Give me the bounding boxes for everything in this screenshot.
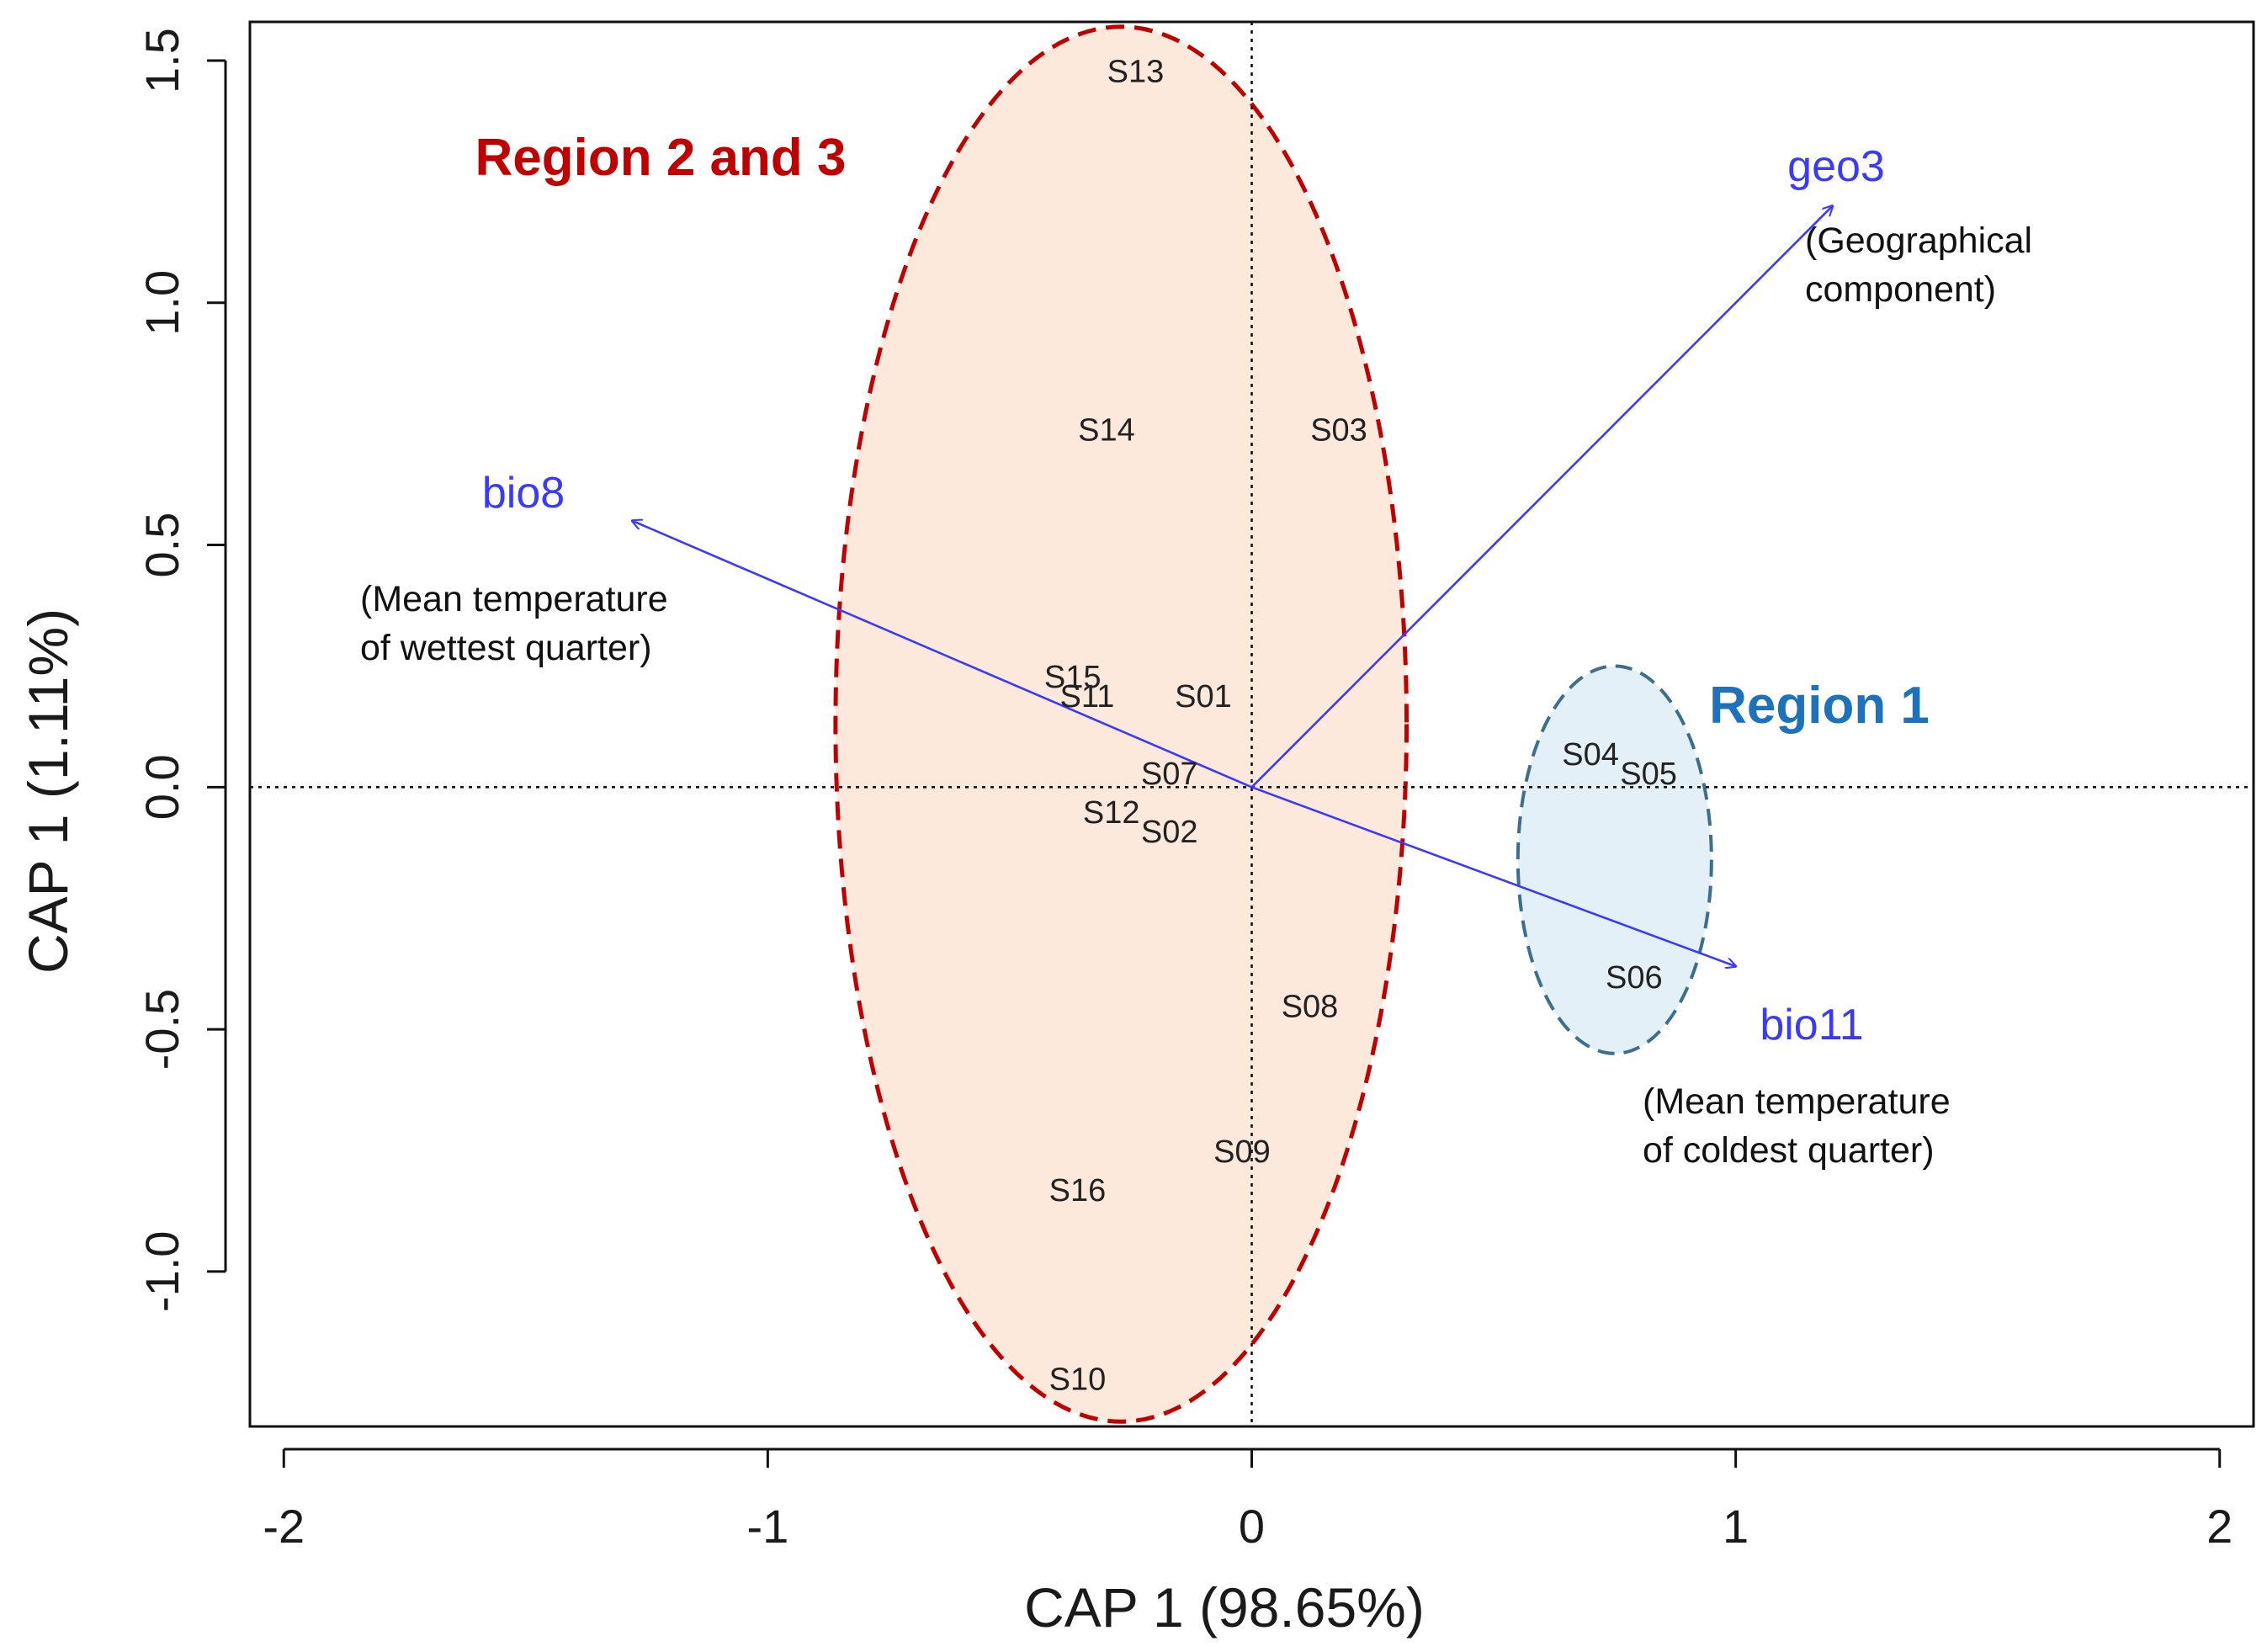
y-axis-title: CAP 1 (1.11%) xyxy=(17,608,79,974)
site-label: S04 xyxy=(1562,737,1619,773)
site-label: S06 xyxy=(1606,960,1663,996)
vector-description: (Mean temperature xyxy=(360,579,668,619)
site-label: S01 xyxy=(1175,679,1232,714)
x-tick-label: -2 xyxy=(263,1500,305,1553)
vector-arrow xyxy=(1250,206,1833,789)
site-label: S07 xyxy=(1141,757,1198,792)
site-label: S11 xyxy=(1060,679,1115,714)
site-label: S02 xyxy=(1141,815,1198,850)
site-label: S15 xyxy=(1044,660,1102,695)
vector-label: bio8 xyxy=(482,469,565,518)
region-ellipse xyxy=(1516,664,1713,1055)
site-label: S14 xyxy=(1078,412,1135,448)
site-label: S13 xyxy=(1107,55,1165,90)
y-tick-label: 0.0 xyxy=(135,754,188,820)
site-label: S12 xyxy=(1083,795,1140,831)
site-label: S10 xyxy=(1049,1362,1107,1397)
region-label: Region 1 xyxy=(1709,677,1930,735)
region-ellipse xyxy=(833,24,1410,1424)
x-tick-label: -1 xyxy=(746,1500,788,1553)
y-tick-label: 0.5 xyxy=(135,513,188,578)
site-label: S03 xyxy=(1310,412,1367,448)
vector-arrow xyxy=(632,521,1253,789)
vector-label: bio11 xyxy=(1760,1001,1863,1049)
region-ellipses: Region 2 and 3 Region 1 xyxy=(475,24,1930,1424)
y-tick-label: 1.0 xyxy=(135,270,188,336)
x-axis-title: CAP 1 (98.65%) xyxy=(1024,1576,1425,1639)
vector-label: geo3 xyxy=(1787,142,1885,191)
x-tick-label: 2 xyxy=(2206,1500,2232,1553)
site-label: S05 xyxy=(1620,757,1677,792)
vector-arrow xyxy=(1251,786,1736,966)
vector-description: of wettest quarter) xyxy=(360,628,652,668)
environmental-vectors: geo3 (Geographical component) bio8 (Mean tem… xyxy=(360,142,2032,1171)
y-tick-label: 1.5 xyxy=(135,28,188,93)
site-label: S09 xyxy=(1213,1134,1271,1170)
vector-description: component) xyxy=(1805,269,1996,310)
vector-description: (Mean temperature xyxy=(1643,1081,1951,1122)
vector-description: of coldest quarter) xyxy=(1643,1130,1935,1171)
y-tick-label: -1.0 xyxy=(135,1231,188,1313)
vector-description: (Geographical xyxy=(1805,220,2032,261)
site-label: S16 xyxy=(1049,1173,1107,1208)
region-label: Region 2 and 3 xyxy=(475,129,847,187)
plot-frame xyxy=(248,20,2255,1428)
site-label: S08 xyxy=(1282,989,1339,1024)
x-tick-label: 1 xyxy=(1723,1500,1749,1553)
x-tick-label: 0 xyxy=(1239,1500,1265,1553)
axes: -2 -1 0 1 2 -1.0 -0.5 0.0 0.5 1.0 1.5 xyxy=(135,20,2255,1553)
y-tick-label: -0.5 xyxy=(135,989,188,1070)
